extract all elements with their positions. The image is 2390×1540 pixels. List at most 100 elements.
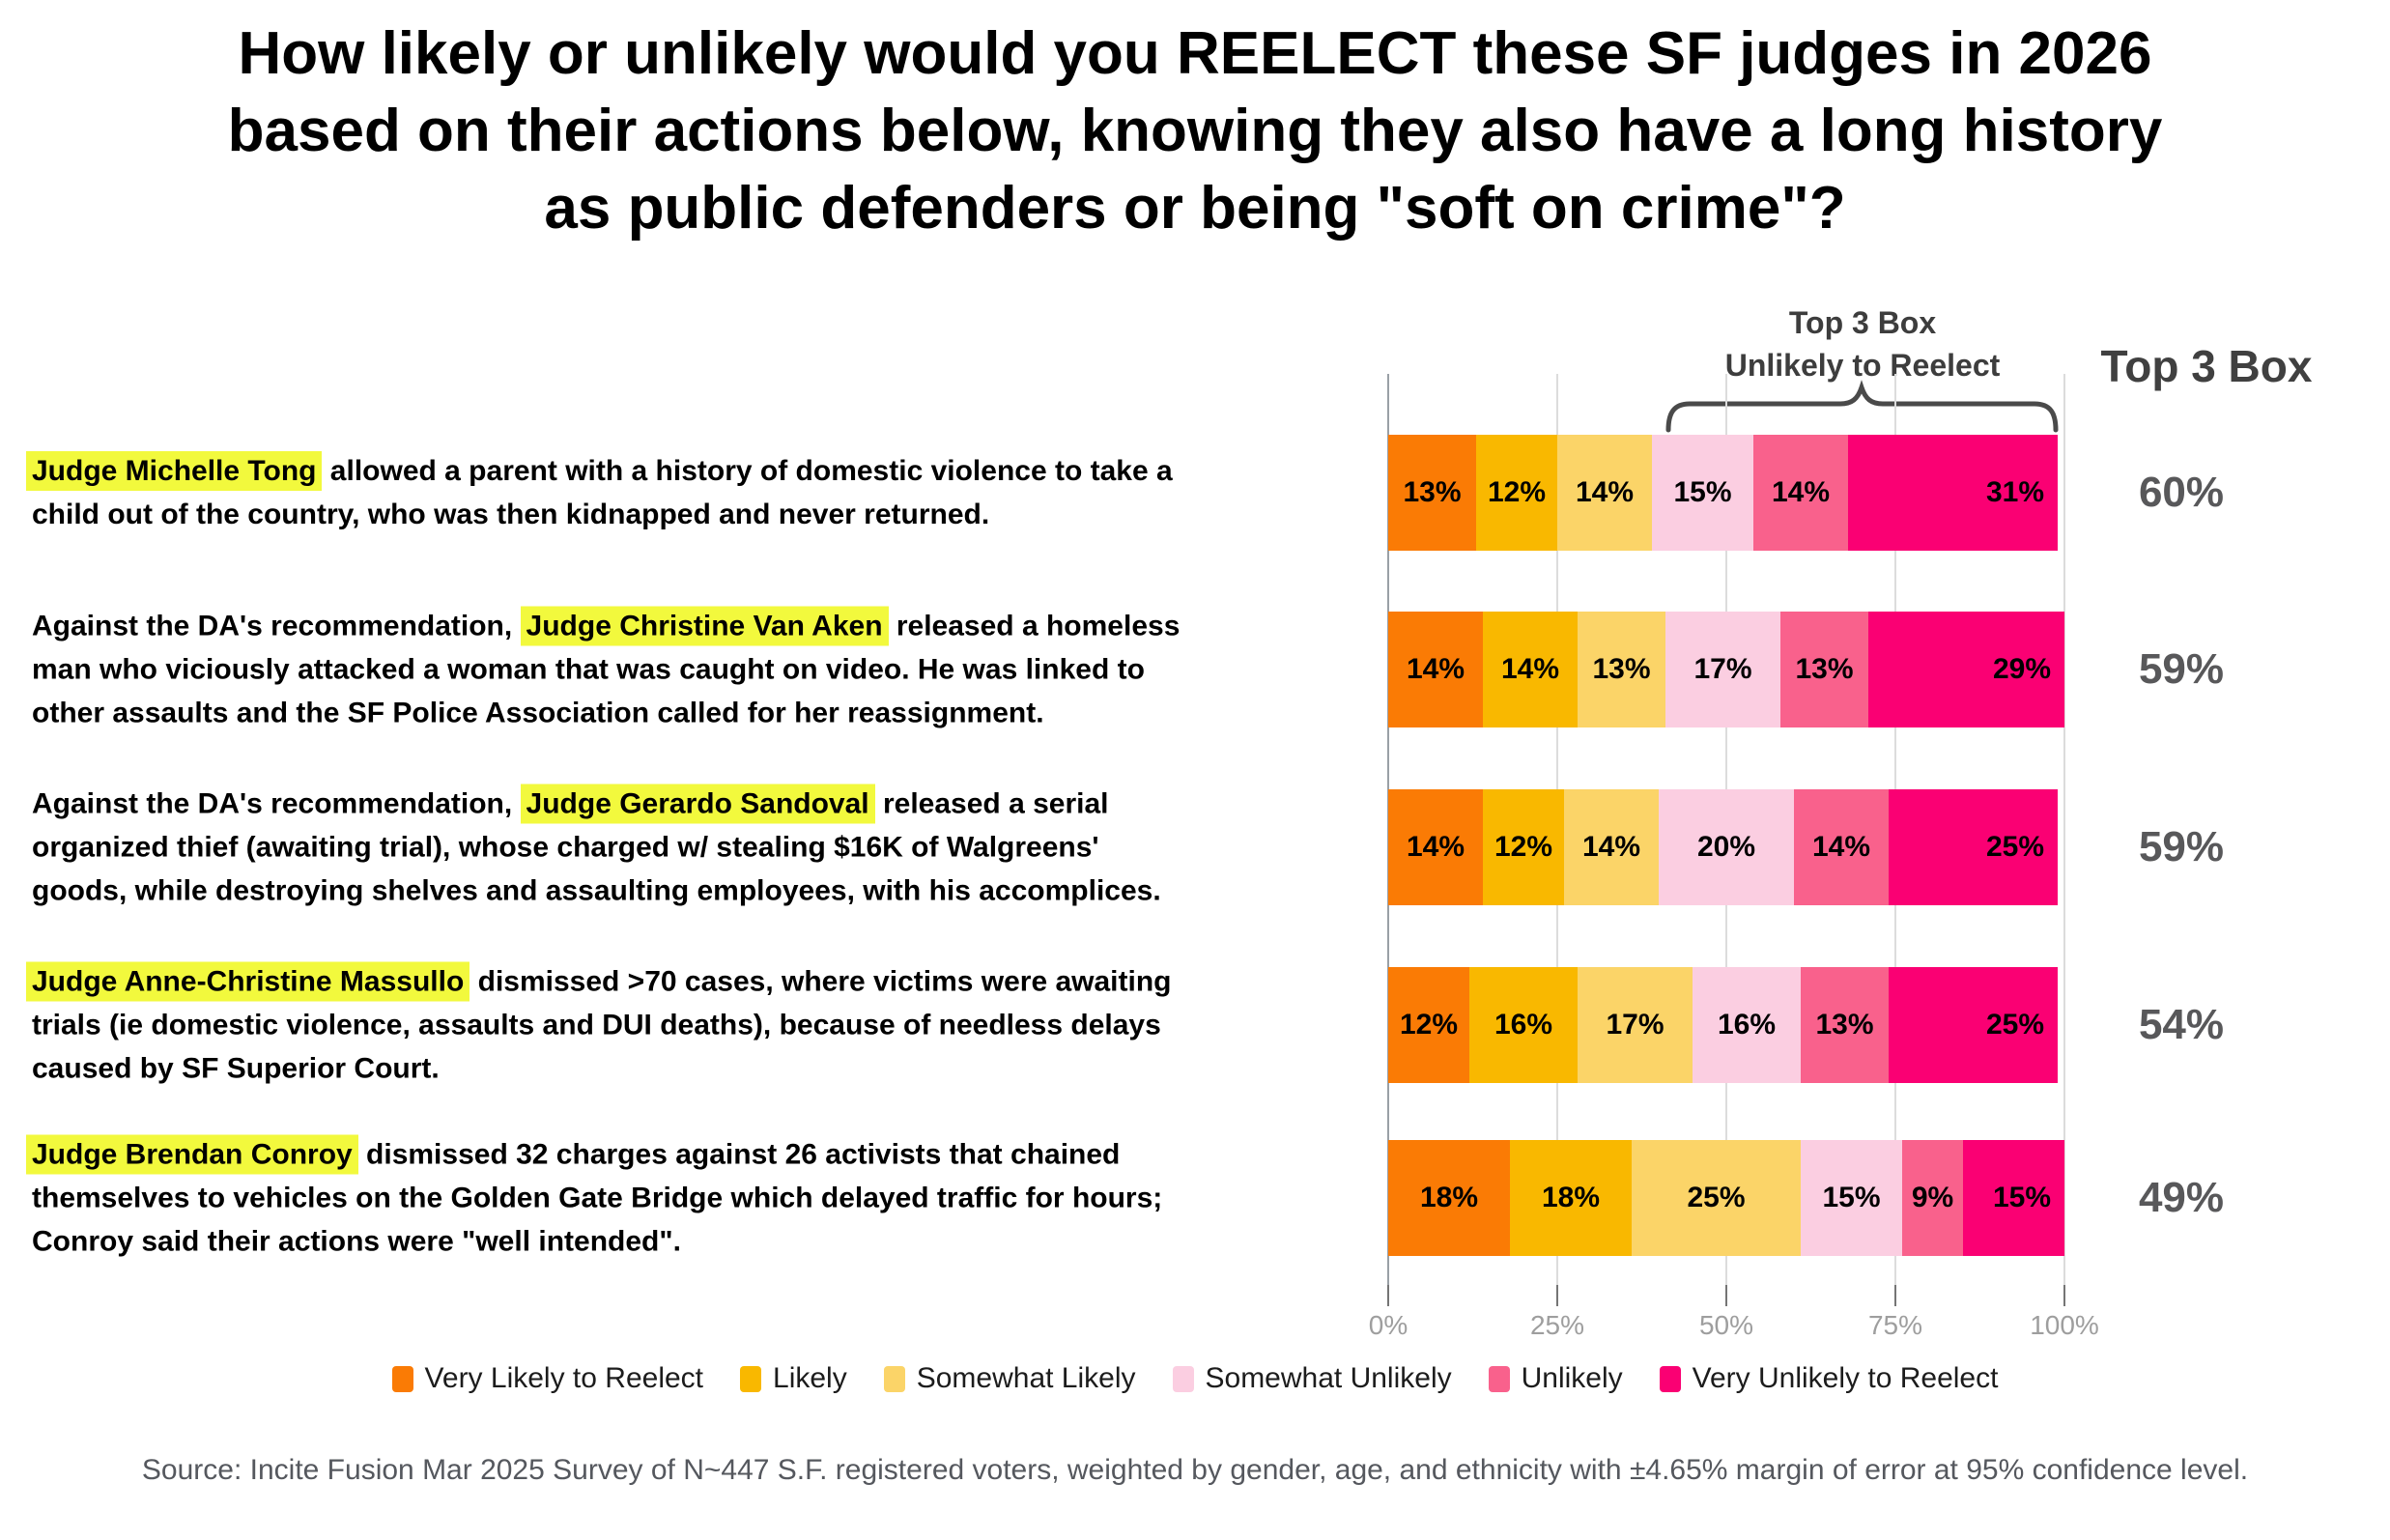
top3-value: 59% bbox=[2138, 823, 2225, 870]
bar-segment: 12% bbox=[1476, 435, 1557, 551]
axis-tick bbox=[1387, 1285, 1389, 1306]
chart-legend: Very Likely to Reelect Likely Somewhat Lik… bbox=[0, 1362, 2390, 1395]
judge-name-highlight: Judge Brendan Conroy bbox=[26, 1134, 358, 1175]
bar-segment-label: 14% bbox=[1581, 831, 1641, 863]
row-text-segment: released a serial bbox=[874, 787, 1109, 820]
chart-title-line: as public defenders or being "soft on cr… bbox=[544, 175, 1846, 242]
bar-segment: 17% bbox=[1578, 967, 1693, 1083]
row-text-segment: Conroy said their actions were "well int… bbox=[32, 1225, 681, 1258]
bar-segment-label: 13% bbox=[1403, 476, 1462, 508]
bar-segment-label: 13% bbox=[1795, 653, 1854, 685]
row-description-line: caused by SF Superior Court. bbox=[32, 1047, 1384, 1091]
bar-segment: 14% bbox=[1388, 789, 1483, 905]
row-text-segment: Against the DA's recommendation, bbox=[32, 610, 521, 642]
legend-label: Likely bbox=[773, 1362, 847, 1394]
bar-segment: 25% bbox=[1889, 789, 2058, 905]
row-text-segment: dismissed 32 charges against 26 activist… bbox=[357, 1138, 1121, 1171]
judge-name-highlight: Judge Anne-Christine Massullo bbox=[26, 961, 470, 1002]
row-text-segment: trials (ie domestic violence, assaults a… bbox=[32, 1009, 1161, 1041]
judge-name-highlight: Judge Michelle Tong bbox=[26, 451, 323, 491]
bar-segment-label: 18% bbox=[1419, 1182, 1479, 1213]
source-note: Source: Incite Fusion Mar 2025 Survey of… bbox=[141, 1454, 2249, 1486]
legend-swatch bbox=[740, 1365, 762, 1392]
row-description-line: Conroy said their actions were "well int… bbox=[32, 1220, 1384, 1264]
bar-segment: 18% bbox=[1510, 1140, 1632, 1256]
legend-item: Likely bbox=[740, 1362, 847, 1395]
row-text-segment: child out of the country, who was then k… bbox=[32, 499, 990, 530]
bar-segment-label: 15% bbox=[1822, 1182, 1881, 1213]
row-description-line: Against the DA's recommendation, Judge C… bbox=[32, 605, 1384, 648]
row-text-segment: released a homeless bbox=[888, 610, 1181, 642]
bar-segment-label: 16% bbox=[1494, 1009, 1553, 1041]
row-description: Judge Brendan Conroy dismissed 32 charge… bbox=[26, 1133, 1384, 1264]
row-description: Judge Anne-Christine Massullo dismissed … bbox=[26, 960, 1384, 1091]
top3-value: 49% bbox=[2138, 1174, 2225, 1221]
bar-segment-label: 14% bbox=[1771, 476, 1831, 508]
bar-segment: 12% bbox=[1483, 789, 1564, 905]
bar-segment: 16% bbox=[1693, 967, 1801, 1083]
row-description-line: man who viciously attacked a woman that … bbox=[32, 648, 1384, 692]
bar-segment-label: 13% bbox=[1592, 653, 1651, 685]
bar-segment-label: 14% bbox=[1811, 831, 1871, 863]
axis-tick-label: 0% bbox=[1368, 1310, 1408, 1340]
bar-segment-label: 9% bbox=[1911, 1182, 1954, 1213]
legend-label: Unlikely bbox=[1521, 1362, 1623, 1394]
row-text-segment: other assaults and the SF Police Associa… bbox=[32, 697, 1044, 729]
bar-segment-label: 25% bbox=[1985, 1009, 2044, 1041]
legend-swatch bbox=[391, 1365, 413, 1392]
legend-label: Very Unlikely to Reelect bbox=[1692, 1362, 1999, 1394]
legend-swatch bbox=[1659, 1365, 1681, 1392]
row-description: Against the DA's recommendation, Judge G… bbox=[32, 783, 1384, 913]
judge-name-highlight: Judge Christine Van Aken bbox=[520, 606, 889, 646]
row-description-line: themselves to vehicles on the Golden Gat… bbox=[32, 1177, 1384, 1220]
axis-tick-label: 100% bbox=[2030, 1310, 2099, 1340]
judge-name-highlight: Judge Gerardo Sandoval bbox=[520, 784, 875, 824]
row-text-segment: Against the DA's recommendation, bbox=[32, 787, 521, 820]
axis-tick bbox=[1725, 1285, 1727, 1306]
bar-segment: 31% bbox=[1848, 435, 2058, 551]
bar-segment-label: 14% bbox=[1406, 653, 1465, 685]
bar-segment: 14% bbox=[1557, 435, 1652, 551]
axis-tick bbox=[1894, 1285, 1896, 1306]
bar-segment: 14% bbox=[1483, 612, 1578, 727]
legend-item: Somewhat Unlikely bbox=[1172, 1362, 1452, 1395]
legend-label: Somewhat Likely bbox=[916, 1362, 1136, 1394]
bar-segment-label: 25% bbox=[1985, 831, 2044, 863]
bar-segment: 20% bbox=[1659, 789, 1794, 905]
bar-segment: 13% bbox=[1801, 967, 1889, 1083]
bar-segment: 25% bbox=[1632, 1140, 1801, 1256]
bar-segment-label: 12% bbox=[1399, 1009, 1459, 1041]
row-description-line: Judge Michelle Tong allowed a parent wit… bbox=[26, 449, 1384, 493]
bar-segment: 18% bbox=[1388, 1140, 1510, 1256]
bar-segment-label: 13% bbox=[1815, 1009, 1874, 1041]
axis-tick-label: 75% bbox=[1867, 1310, 1923, 1340]
bar-segment: 13% bbox=[1578, 612, 1665, 727]
bar-segment: 15% bbox=[1963, 1140, 2064, 1256]
top3-bracket bbox=[1662, 379, 2063, 442]
bar-segment: 9% bbox=[1902, 1140, 1963, 1256]
bar-segment-label: 12% bbox=[1494, 831, 1553, 863]
bar-segment: 14% bbox=[1388, 612, 1483, 727]
legend-item: Unlikely bbox=[1488, 1362, 1623, 1395]
bar-segment-label: 31% bbox=[1985, 476, 2044, 508]
bar-segment-label: 16% bbox=[1717, 1009, 1777, 1041]
row-description-line: other assaults and the SF Police Associa… bbox=[32, 692, 1384, 735]
bar-segment: 14% bbox=[1564, 789, 1659, 905]
row-description-line: goods, while destroying shelves and assa… bbox=[32, 870, 1384, 913]
row-text-segment: caused by SF Superior Court. bbox=[32, 1052, 440, 1085]
bar-segment-label: 14% bbox=[1500, 653, 1560, 685]
bar-segment: 29% bbox=[1868, 612, 2064, 727]
row-text-segment: man who viciously attacked a woman that … bbox=[32, 653, 1145, 686]
row-text-segment: goods, while destroying shelves and assa… bbox=[32, 874, 1161, 907]
bar-segment: 17% bbox=[1665, 612, 1780, 727]
row-description-line: Against the DA's recommendation, Judge G… bbox=[32, 783, 1384, 826]
row-text-segment: themselves to vehicles on the Golden Gat… bbox=[32, 1182, 1163, 1214]
row-text-segment: dismissed >70 cases, where victims were … bbox=[469, 965, 1172, 998]
row-description-line: Judge Brendan Conroy dismissed 32 charge… bbox=[26, 1133, 1384, 1177]
top3-column-header: Top 3 Box bbox=[2100, 341, 2313, 391]
bar-segment: 14% bbox=[1794, 789, 1889, 905]
row-description-line: trials (ie domestic violence, assaults a… bbox=[32, 1004, 1384, 1047]
bar-segment-label: 17% bbox=[1606, 1009, 1664, 1041]
top3-value: 60% bbox=[2138, 469, 2225, 516]
